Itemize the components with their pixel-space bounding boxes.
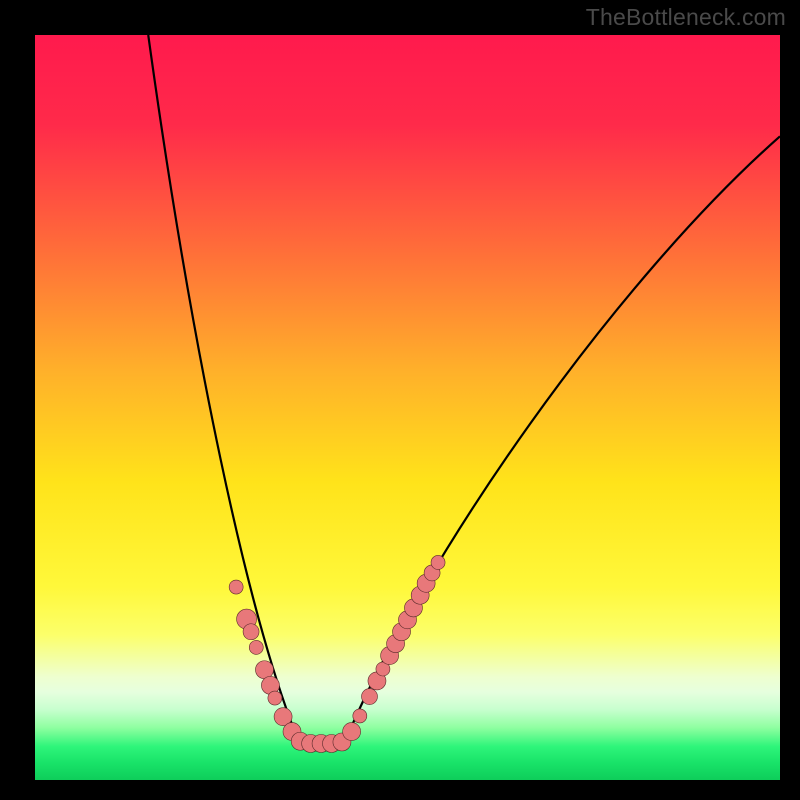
plot-area: [35, 35, 780, 780]
data-marker: [343, 723, 361, 741]
data-marker: [353, 709, 367, 723]
data-marker: [431, 555, 445, 569]
curve-layer: [35, 35, 780, 780]
data-marker: [229, 580, 243, 594]
data-marker: [243, 624, 259, 640]
bottleneck-curve: [148, 35, 780, 745]
data-marker: [362, 689, 378, 705]
data-marker: [268, 691, 282, 705]
data-marker: [249, 640, 263, 654]
data-marker: [255, 661, 273, 679]
watermark-text: TheBottleneck.com: [586, 4, 786, 31]
